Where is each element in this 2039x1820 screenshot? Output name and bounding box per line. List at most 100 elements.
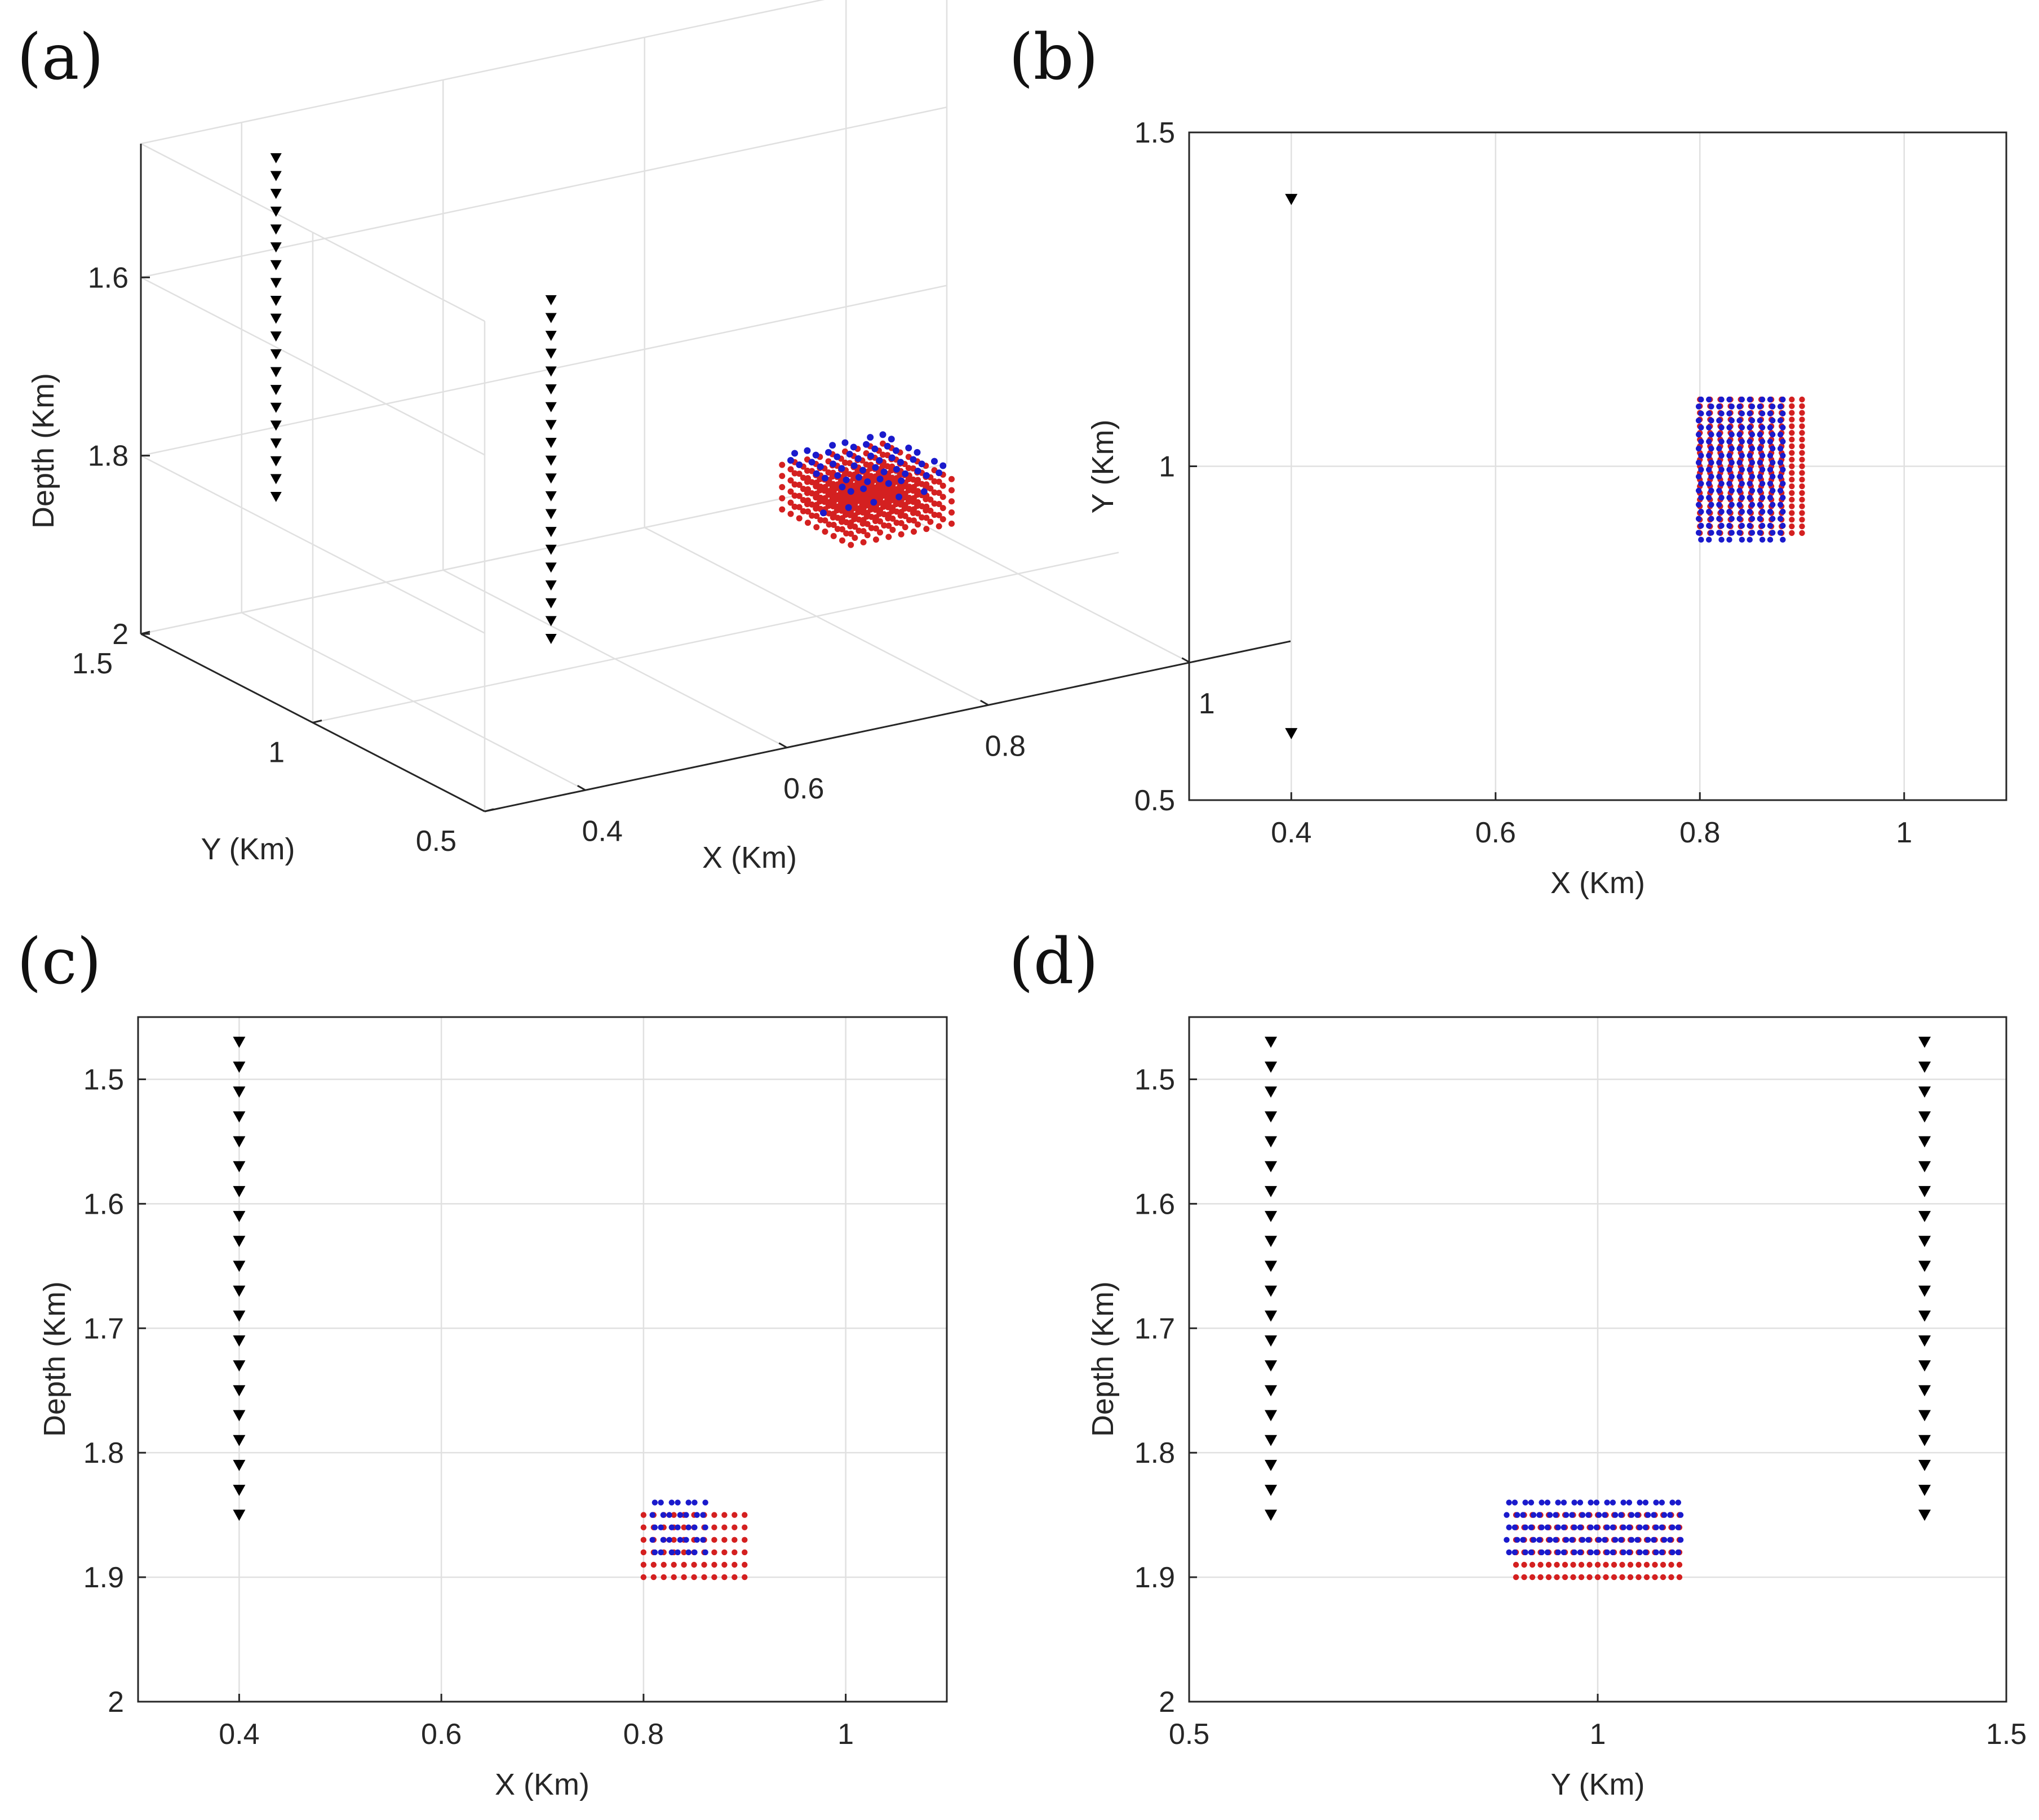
panel-b-blue-point — [1759, 536, 1766, 543]
panel-d-blue-point — [1626, 1499, 1633, 1506]
panel-a-blue-point — [808, 459, 815, 466]
panel-d-blue-point — [1604, 1499, 1610, 1506]
panel-a-blue-point — [876, 476, 884, 483]
panel-d-blue-point — [1610, 1549, 1616, 1556]
panel-b-red-point — [1799, 496, 1805, 503]
panel-a-red-point — [936, 523, 942, 530]
panel-b-red-point — [1799, 430, 1805, 436]
panel-d-red-point — [1660, 1574, 1666, 1581]
panel-b-blue-point — [1770, 516, 1776, 522]
panel-b-blue-point — [1726, 396, 1732, 403]
panel-d-blue-point — [1530, 1537, 1537, 1543]
panel-a-red-point — [852, 534, 858, 541]
panel-a-red-point — [834, 503, 841, 510]
panel-d-blue-point — [1561, 1524, 1567, 1530]
panel-b-red-point — [1799, 503, 1805, 509]
panel-c-red-point — [701, 1574, 707, 1581]
panel-c-y-tick-label: 2 — [108, 1686, 124, 1719]
panel-c-blue-point — [692, 1549, 698, 1556]
panel-b-receiver-marker — [1285, 194, 1298, 205]
panel-b-blue-point — [1747, 438, 1753, 445]
panel-d-red-point — [1594, 1574, 1601, 1581]
panel-c-xz-plot: 0.4 0.6 0.8 1 1.5 1.6 1.7 1.8 1.9 2 X (Km) Depth … — [38, 1016, 948, 1801]
panel-a-red-point — [791, 481, 798, 488]
panel-b-blue-point — [1749, 487, 1756, 494]
panel-a-y-tick-label: 0.5 — [416, 825, 456, 858]
panel-c-y-tick-label: 1.7 — [83, 1312, 124, 1345]
panel-d-blue-point — [1544, 1524, 1551, 1530]
panel-b-blue-point — [1718, 508, 1725, 515]
panel-b-red-point — [1799, 477, 1805, 483]
panel-d-receiver-marker — [1918, 1161, 1931, 1173]
panel-b-blue-point — [1695, 501, 1702, 508]
panel-c-receiver-marker — [233, 1236, 246, 1248]
panel-b-blue-point — [1747, 396, 1753, 403]
panel-d-blue-point — [1653, 1549, 1659, 1556]
panel-c-red-point — [742, 1561, 748, 1568]
panel-c-red-point — [701, 1561, 707, 1568]
panel-a-receiver-marker — [545, 331, 557, 341]
panel-a-receiver-marker — [545, 402, 557, 412]
panel-a-x-axis-line — [484, 640, 1291, 813]
panel-b-blue-point — [1767, 481, 1774, 487]
panel-b-blue-point — [1747, 536, 1753, 543]
panel-b-blue-point — [1716, 530, 1722, 536]
panel-a-red-point — [893, 508, 900, 515]
panel-a-red-point — [948, 476, 955, 482]
panel-c-receiver-marker — [233, 1036, 246, 1048]
panel-d-blue-point — [1546, 1537, 1553, 1543]
panel-a-red-point — [809, 512, 815, 519]
panel-a-blue-point — [923, 472, 930, 479]
panel-b-red-point — [1799, 450, 1805, 456]
panel-a-red-point — [889, 474, 896, 481]
panel-a-red-point — [830, 522, 837, 529]
panel-a-red-point — [787, 488, 794, 495]
panel-b-y-tick-label: 0.5 — [1134, 784, 1175, 817]
panel-b-blue-point — [1736, 530, 1743, 536]
panel-b-blue-point — [1767, 396, 1774, 403]
panel-d-blue-point — [1514, 1512, 1521, 1518]
panel-c-blue-point — [651, 1524, 658, 1530]
panel-c-blue-point — [668, 1549, 675, 1556]
panel-a-red-point — [817, 483, 824, 490]
panel-c-data-marks — [233, 1036, 748, 1581]
panel-d-blue-point — [1610, 1524, 1616, 1530]
panel-b-blue-point — [1728, 445, 1735, 452]
panel-b-blue-point — [1749, 473, 1756, 480]
panel-a-receiver-marker — [545, 544, 557, 555]
panel-c-receiver-marker — [233, 1186, 246, 1197]
panel-a-blue-point — [888, 436, 895, 443]
panel-c-axes-frame — [137, 1016, 948, 1703]
panel-a-red-point — [923, 526, 930, 532]
panel-b-blue-point — [1749, 516, 1756, 522]
panel-c-red-point — [732, 1561, 738, 1568]
panel-a-blue-point — [872, 464, 879, 471]
panel-a-red-point — [805, 497, 811, 504]
panel-a-z-tick-label: 1.6 — [88, 261, 128, 294]
panel-d-blue-point — [1561, 1549, 1567, 1556]
panel-d-blue-point — [1506, 1549, 1512, 1556]
panel-d-y-tick-label: 2 — [1159, 1686, 1175, 1719]
panel-d-blue-point — [1667, 1512, 1673, 1518]
panel-d-blue-point — [1585, 1512, 1592, 1518]
panel-a-blue-point — [870, 499, 877, 506]
panel-b-red-point — [1789, 410, 1795, 416]
panel-a-red-point — [906, 483, 912, 490]
panel-d-blue-point — [1504, 1537, 1510, 1543]
panel-c-blue-point — [702, 1549, 708, 1556]
panel-b-blue-point — [1726, 452, 1732, 459]
panel-b-blue-point — [1770, 445, 1776, 452]
panel-c-x-tick-label: 0.8 — [623, 1718, 664, 1751]
panel-d-blue-point — [1553, 1512, 1559, 1518]
panel-d-red-point — [1627, 1574, 1634, 1581]
panel-a-red-point — [889, 504, 896, 511]
panel-c-receiver-marker — [233, 1310, 246, 1322]
panel-a-red-point — [902, 501, 908, 508]
panel-b-blue-point — [1747, 481, 1753, 487]
panel-b-y-tick-label: 1.5 — [1134, 117, 1175, 149]
panel-c-receiver-marker — [233, 1161, 246, 1173]
panel-d-receiver-marker — [1265, 1310, 1277, 1322]
panel-a-red-point — [851, 482, 858, 489]
panel-a-blue-point — [892, 447, 899, 454]
panel-c-red-point — [681, 1574, 687, 1581]
